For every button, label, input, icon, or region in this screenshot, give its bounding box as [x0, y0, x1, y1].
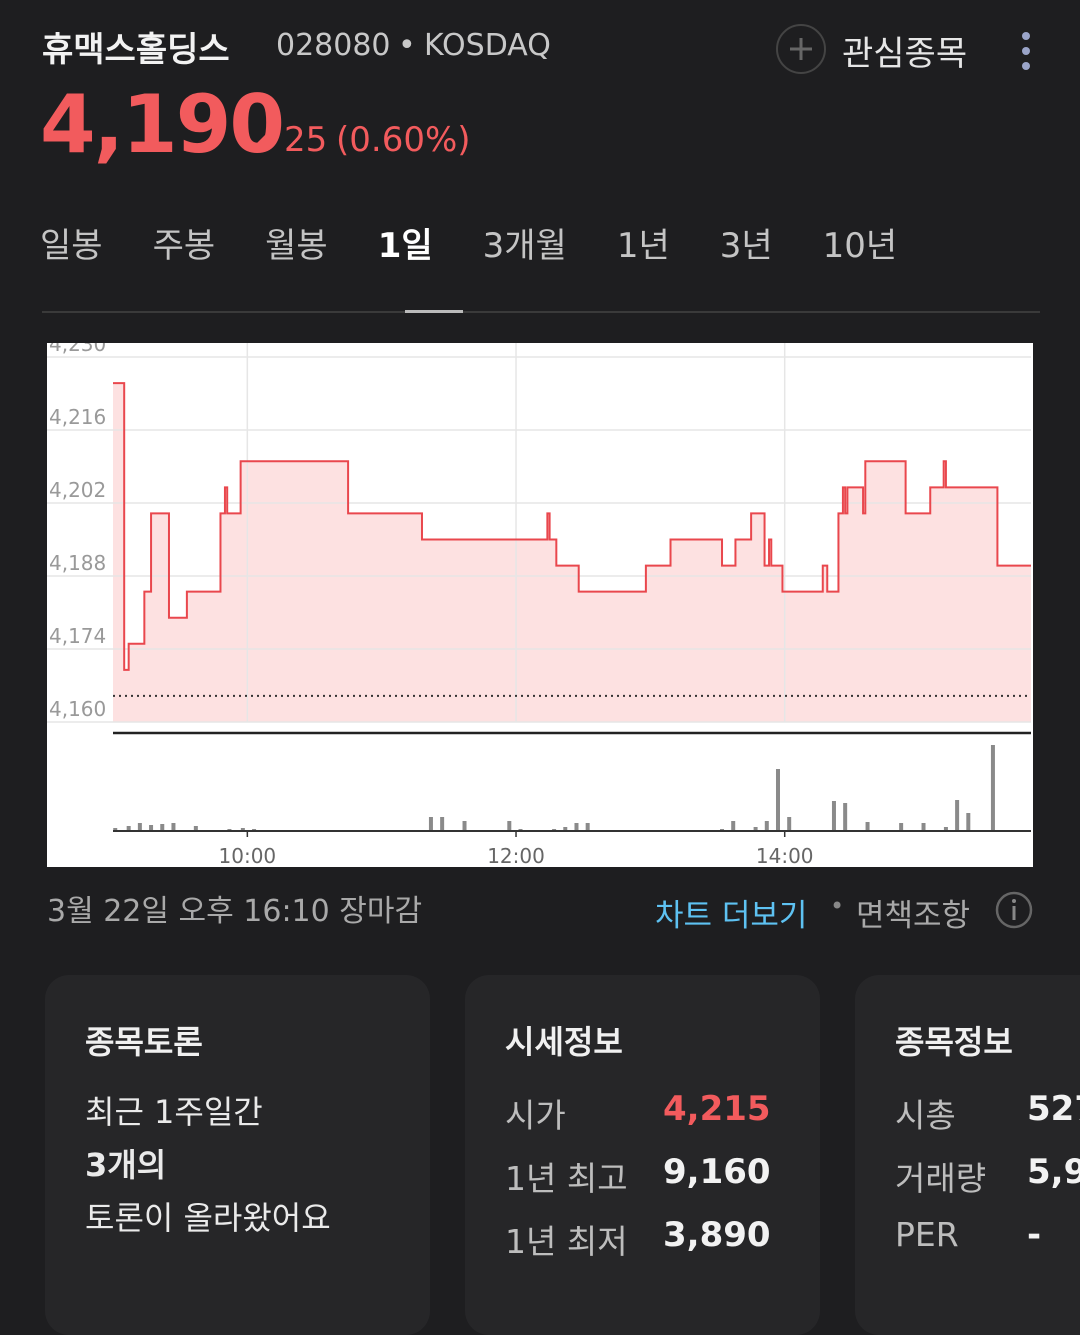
volume-bar	[753, 827, 758, 831]
discussion-card[interactable]: 종목토론 최근 1주일간 3개의 토론이 올라왔어요	[45, 975, 430, 1335]
menu-button[interactable]	[1020, 32, 1032, 72]
volume-bar	[955, 800, 960, 831]
row-value: 3,890	[663, 1215, 771, 1255]
active-tab-underline	[405, 310, 463, 313]
y-tick-label: 4,174	[49, 624, 106, 648]
row-label: PER	[895, 1215, 959, 1254]
y-tick-label: 4,216	[49, 405, 106, 429]
volume-bar	[921, 823, 926, 831]
watch-label[interactable]: 관심종목	[842, 34, 968, 74]
card-title: 시세정보	[505, 1023, 623, 1061]
volume-bar	[966, 813, 971, 831]
x-tick-label: 14:00	[756, 844, 814, 867]
price-change: 25	[284, 120, 328, 160]
period-tab[interactable]: 3개월	[482, 226, 567, 266]
card-title: 종목정보	[895, 1023, 1013, 1061]
stock-code: 028080	[276, 28, 391, 63]
volume-bar	[831, 801, 836, 831]
volume-bar	[843, 803, 848, 831]
up-arrow	[256, 134, 276, 144]
period-tabs: 일봉 주봉 월봉 1일 3개월 1년 3년 10년	[40, 218, 897, 267]
row-label: 시총	[895, 1096, 956, 1135]
volume-bar	[113, 828, 118, 831]
period-tab[interactable]: 1일	[377, 226, 433, 266]
volume-bar	[574, 823, 579, 831]
period-tab[interactable]: 월봉	[265, 226, 328, 266]
y-tick-label: 4,230	[49, 343, 106, 356]
disclaimer-link[interactable]: 면책조항	[856, 898, 971, 934]
volume-bar	[764, 821, 769, 831]
more-chart-link[interactable]: 차트 더보기	[655, 898, 808, 934]
volume-bar	[585, 823, 590, 831]
volume-bar	[731, 821, 736, 831]
period-tab[interactable]: 일봉	[40, 226, 103, 266]
y-tick-label: 4,188	[49, 551, 106, 575]
divider	[42, 311, 1040, 313]
card-title: 종목토론	[85, 1023, 203, 1061]
volume-bar	[171, 823, 176, 831]
period-tab[interactable]: 주봉	[152, 226, 216, 266]
price-change-percent: (0.60%)	[336, 120, 471, 160]
volume-bar	[563, 827, 568, 831]
volume-bar	[193, 826, 198, 831]
current-price: 4,190	[40, 78, 285, 171]
row-label: 1년 최저	[505, 1222, 628, 1261]
x-tick-label: 10:00	[219, 844, 277, 867]
period-tab[interactable]: 3년	[719, 226, 773, 266]
market-status: 3월 22일 오후 16:10 장마감	[47, 894, 423, 929]
card-text: 최근 1주일간	[85, 1093, 263, 1131]
volume-bar	[775, 769, 780, 831]
volume-bar	[462, 821, 467, 831]
row-value: 527	[1027, 1089, 1080, 1129]
price-chart: 4,160 4,174 4,188 4,202 4,216 4,230 10:00 12:00…	[47, 343, 1033, 867]
plus-icon	[790, 38, 812, 60]
volume-bar	[428, 817, 433, 831]
volume-bar	[137, 823, 142, 831]
volume-bar	[440, 817, 445, 831]
volume-bar	[899, 823, 904, 831]
volume-bar	[990, 745, 995, 831]
row-value: 4,215	[663, 1089, 771, 1129]
volume-bar	[240, 828, 245, 831]
volume-bar	[865, 822, 870, 831]
volume-bar	[943, 827, 948, 831]
y-tick-label: 4,160	[49, 697, 106, 721]
company-card[interactable]: 종목정보 시총 527 거래량 5,9 PER -	[855, 975, 1080, 1335]
row-value: 5,9	[1027, 1152, 1080, 1192]
quote-card[interactable]: 시세정보 시가 4,215 1년 최고 9,160 1년 최저 3,890	[465, 975, 820, 1335]
stock-name: 휴맥스홀딩스	[42, 30, 230, 70]
row-label: 시가	[505, 1096, 566, 1135]
volume-bar	[507, 821, 512, 831]
x-tick-label: 12:00	[487, 844, 545, 867]
volume-bar	[787, 817, 792, 831]
separator: •	[398, 28, 416, 63]
add-watch-button[interactable]	[776, 24, 826, 74]
separator: •	[830, 892, 845, 920]
row-value: -	[1027, 1215, 1042, 1255]
row-label: 거래량	[895, 1159, 987, 1198]
price-line	[113, 382, 1031, 671]
card-text: 3개의	[85, 1146, 167, 1184]
volume-bar	[149, 825, 154, 831]
row-value: 9,160	[663, 1152, 771, 1192]
volume-bar	[126, 826, 131, 831]
info-icon[interactable]	[994, 890, 1034, 930]
area-fill	[113, 383, 1031, 722]
y-tick-label: 4,202	[49, 478, 106, 502]
card-text: 토론이 올라왔어요	[85, 1199, 331, 1237]
market: KOSDAQ	[424, 28, 551, 63]
volume-bar	[160, 824, 165, 831]
period-tab[interactable]: 10년	[822, 226, 898, 266]
row-label: 1년 최고	[505, 1159, 628, 1198]
period-tab[interactable]: 1년	[616, 226, 670, 266]
